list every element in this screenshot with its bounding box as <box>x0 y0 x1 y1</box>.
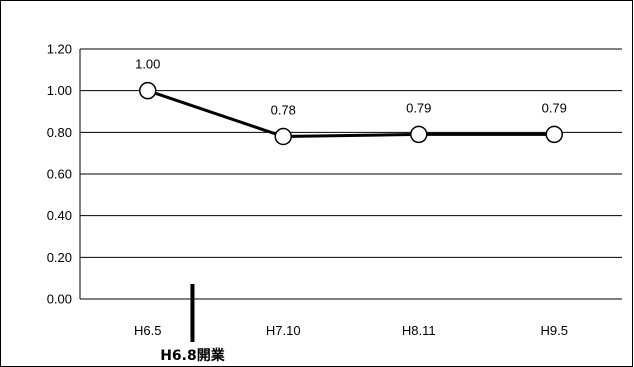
data-labels: 1.00 0.78 0.79 0.79 <box>135 57 567 118</box>
data-label: 1.00 <box>135 57 160 72</box>
data-point-marker <box>274 127 292 146</box>
data-label: 0.79 <box>542 100 567 115</box>
series <box>139 81 563 146</box>
x-tick-label: H6.5 <box>134 323 161 338</box>
annotation-label: H6.8開業 <box>160 347 226 364</box>
y-axis-tick-labels: 0.00 0.20 0.40 0.60 0.80 1.00 1.20 <box>47 42 72 307</box>
data-label: 0.79 <box>406 100 431 115</box>
y-tick-label: 0.20 <box>47 250 72 265</box>
y-tick-label: 0.80 <box>47 125 72 140</box>
annotation: H6.8開業 <box>160 284 226 364</box>
data-label: 0.78 <box>271 103 296 118</box>
y-tick-label: 1.20 <box>47 42 72 57</box>
data-point-marker <box>545 125 563 144</box>
data-point-marker <box>410 125 428 144</box>
x-tick-label: H9.5 <box>541 323 568 338</box>
series-line <box>147 89 555 138</box>
x-axis-tick-labels: H6.5 H7.10 H8.11 H9.5 <box>134 323 568 338</box>
gridlines <box>79 48 622 300</box>
y-tick-label: 0.00 <box>47 292 72 307</box>
x-tick-label: H7.10 <box>266 323 301 338</box>
y-tick-label: 0.60 <box>47 167 72 182</box>
x-tick-label: H8.11 <box>402 323 436 338</box>
y-tick-label: 1.00 <box>47 83 72 98</box>
data-point-marker <box>139 81 157 100</box>
y-tick-label: 0.40 <box>47 208 72 223</box>
